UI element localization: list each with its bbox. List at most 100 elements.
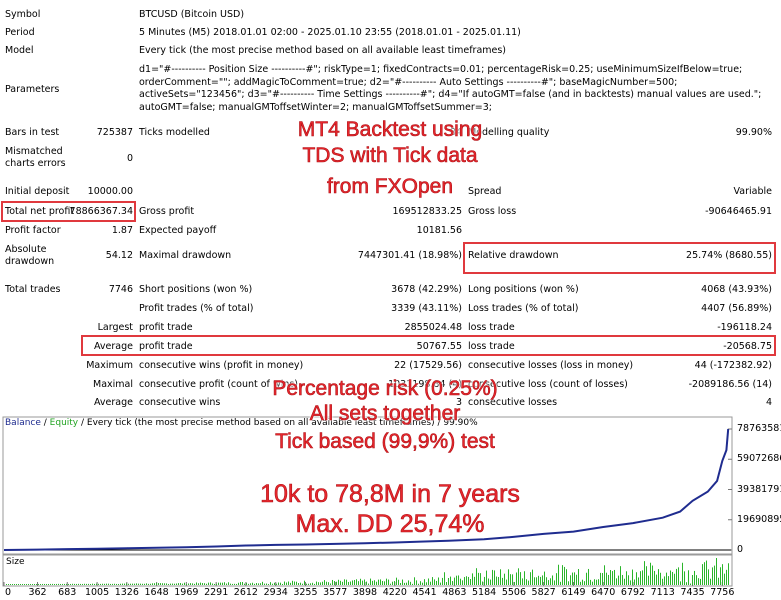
size-bar xyxy=(238,582,239,585)
quality-value: 99.90% xyxy=(735,127,772,138)
size-bar xyxy=(246,582,247,585)
size-bar xyxy=(622,574,623,585)
maximum-label: Maximum xyxy=(86,360,133,371)
abs-drawdown-value: 54.12 xyxy=(105,250,133,261)
size-bar xyxy=(10,583,11,585)
relative-drawdown-highlight-box xyxy=(463,242,776,274)
annotation-line-1: MT4 Backtest using xyxy=(297,118,483,142)
size-bar xyxy=(364,579,365,585)
size-bar xyxy=(504,573,505,585)
size-bar xyxy=(54,583,55,585)
size-bar xyxy=(184,582,185,585)
size-bar xyxy=(392,581,393,585)
size-bar xyxy=(156,583,157,585)
size-bar xyxy=(150,583,151,585)
size-bar xyxy=(322,581,323,585)
largest-label: Largest xyxy=(97,322,133,333)
size-bar xyxy=(154,583,155,585)
spread-value: Variable xyxy=(733,186,772,197)
size-bar xyxy=(676,568,677,585)
size-bar xyxy=(28,583,29,585)
size-bar xyxy=(260,583,261,585)
size-bar xyxy=(612,571,613,585)
size-bar xyxy=(248,583,249,585)
size-bar xyxy=(40,583,41,585)
size-bar xyxy=(640,571,641,585)
size-bar xyxy=(682,562,683,585)
size-bar xyxy=(250,583,251,585)
size-bar xyxy=(368,583,369,585)
size-bar xyxy=(434,579,435,585)
size-bar xyxy=(452,581,453,585)
size-bar xyxy=(274,582,275,585)
net-profit-value: 78866367.34 xyxy=(69,206,133,217)
size-bar xyxy=(442,577,443,585)
size-bar xyxy=(216,583,217,585)
size-bar xyxy=(8,583,9,585)
annotation-line-3: from FXOpen xyxy=(326,175,454,199)
size-bar xyxy=(726,569,727,585)
size-bar xyxy=(202,583,203,585)
size-bar xyxy=(66,583,67,585)
net-profit-highlight-box xyxy=(1,201,136,222)
size-bar xyxy=(692,575,693,585)
size-bar xyxy=(580,581,581,585)
balance-chart xyxy=(0,416,781,600)
size-bar xyxy=(152,583,153,585)
short-positions-label: Short positions (won %) xyxy=(139,284,253,295)
size-bar xyxy=(698,578,699,585)
size-bar xyxy=(542,575,543,585)
size-bar xyxy=(278,582,279,585)
size-bar xyxy=(136,583,137,585)
size-bar xyxy=(664,576,665,585)
size-bar xyxy=(210,582,211,585)
size-bar xyxy=(476,568,477,585)
size-bar xyxy=(356,579,357,585)
size-bar xyxy=(314,583,315,585)
size-bar xyxy=(134,583,135,585)
size-bar xyxy=(446,582,447,585)
size-bar xyxy=(508,569,509,585)
size-bar xyxy=(384,581,385,585)
size-bar xyxy=(470,579,471,585)
gross-profit-value: 169512833.25 xyxy=(392,206,462,217)
size-bar xyxy=(324,580,325,585)
size-bar xyxy=(694,570,695,585)
size-bar xyxy=(226,583,227,585)
size-bar xyxy=(716,558,717,585)
size-bar xyxy=(104,583,105,585)
size-bar xyxy=(36,583,37,585)
size-bar xyxy=(578,568,579,585)
mismatched-value: 0 xyxy=(126,153,133,164)
size-bar xyxy=(88,583,89,585)
size-bar xyxy=(372,580,373,585)
size-bar xyxy=(386,578,387,585)
average-label: Average xyxy=(93,341,133,352)
y-tick-label: 39381791 xyxy=(737,483,781,495)
balance-series-line xyxy=(3,428,730,551)
size-bar xyxy=(488,578,489,585)
size-bar xyxy=(632,569,633,585)
size-bar xyxy=(296,581,297,585)
size-bar xyxy=(344,579,345,585)
size-bar xyxy=(556,573,557,585)
size-bar xyxy=(636,572,637,585)
size-bar xyxy=(674,573,675,585)
size-bar xyxy=(686,582,687,585)
size-bar xyxy=(702,564,703,585)
size-bar xyxy=(646,566,647,585)
avg-cons-losses-value: 4 xyxy=(765,397,772,408)
size-bar xyxy=(728,563,729,585)
size-bar xyxy=(522,578,523,585)
size-bar xyxy=(338,579,339,585)
size-bar xyxy=(648,575,649,585)
size-bar xyxy=(354,579,355,585)
size-bar xyxy=(222,582,223,585)
size-bar xyxy=(518,568,519,585)
size-bar xyxy=(142,583,143,585)
size-bar xyxy=(170,583,171,585)
size-bar xyxy=(494,570,495,585)
largest-profit-label: profit trade xyxy=(139,322,193,333)
size-bar xyxy=(6,583,7,585)
size-bar xyxy=(696,575,697,585)
